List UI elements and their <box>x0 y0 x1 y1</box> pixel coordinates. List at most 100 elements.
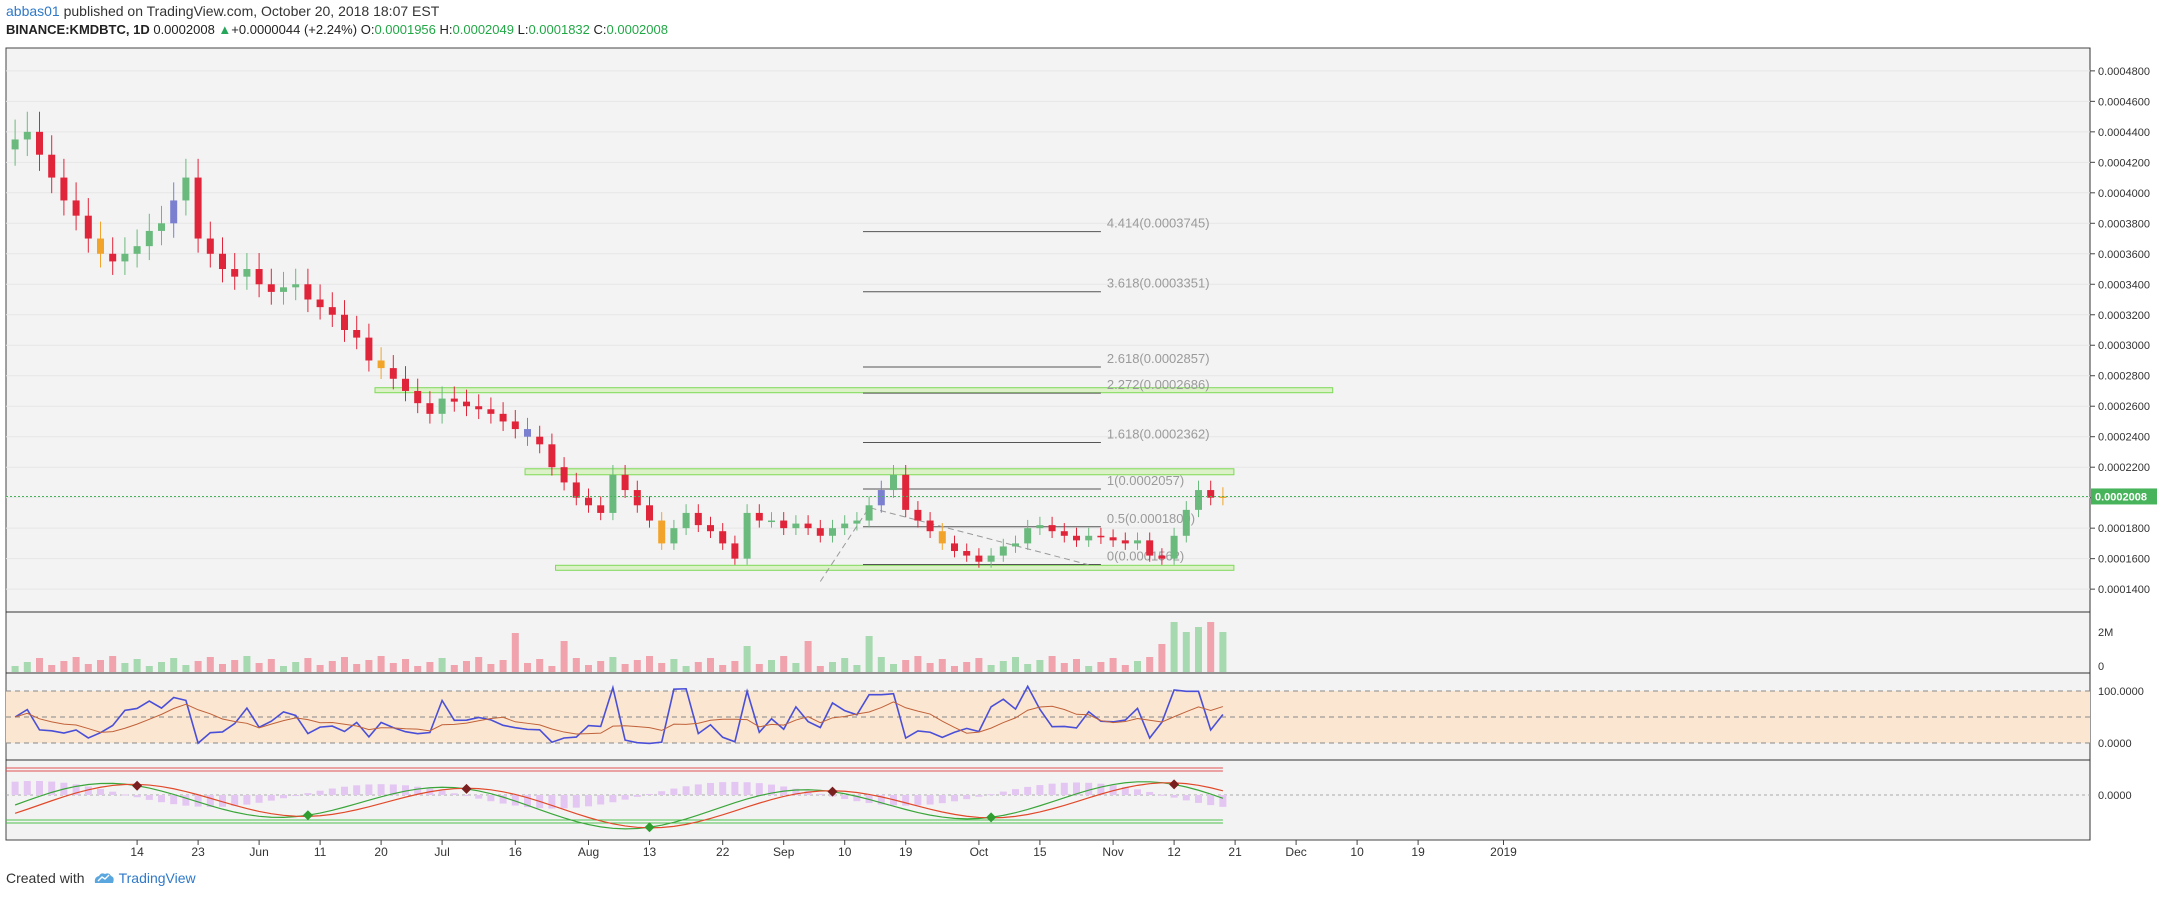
volume-bar <box>841 658 849 672</box>
macd-histogram-bar <box>1195 795 1202 803</box>
candle-body <box>353 330 361 338</box>
candle-body <box>316 299 324 308</box>
candle-body <box>999 546 1007 556</box>
author-link[interactable]: abbas01 <box>6 3 60 19</box>
y-tick-label: 0.0003600 <box>2098 249 2150 261</box>
macd-histogram-bar <box>597 795 605 805</box>
volume-bar <box>1146 657 1154 672</box>
candle-body <box>1121 540 1129 544</box>
support-resistance-zones <box>374 387 1334 571</box>
volume-bar <box>353 664 361 672</box>
volume-bar <box>1073 659 1080 672</box>
candle-body <box>560 467 568 483</box>
macd-histogram-bar <box>402 785 409 795</box>
volume-bar <box>524 663 531 672</box>
fib-level-label: 0(0.0001562) <box>1107 548 1184 563</box>
volume-bar <box>743 646 751 672</box>
candle-body <box>853 520 861 524</box>
macd-cross-marker <box>132 780 143 791</box>
macd-histogram-bar <box>255 795 263 803</box>
volume-bar <box>1097 662 1105 672</box>
macd-histogram-bar <box>877 795 885 805</box>
candle-body <box>1109 537 1117 541</box>
macd-histogram-bar <box>804 791 812 795</box>
candle-body <box>621 474 629 491</box>
volume-bar <box>548 666 556 672</box>
macd-histogram-bar <box>1012 789 1019 795</box>
macd-histogram-bar <box>11 781 19 795</box>
volume-bar <box>255 663 263 672</box>
volume-bar <box>646 656 653 672</box>
zone-rect <box>374 387 1334 394</box>
volume-bar <box>719 665 727 672</box>
candle-body <box>170 200 178 224</box>
macd-histogram-bar <box>84 786 92 795</box>
macd-histogram-bar <box>670 788 678 795</box>
candle-body <box>121 253 129 262</box>
volume-bar <box>816 666 824 672</box>
volume-bar <box>1024 664 1032 672</box>
time-axis[interactable]: 14 23 Jun 11 20 Jul 16 Aug 13 22 Sep 10 19 Oct 15 Nov 12… <box>130 840 1517 859</box>
candle-body <box>1097 535 1105 538</box>
up-arrow-icon: ▲ <box>218 22 232 37</box>
macd-histogram-bar <box>914 795 922 806</box>
volume-bar <box>304 658 312 672</box>
candle-body <box>658 520 666 544</box>
candle-body <box>877 490 885 506</box>
macd-histogram-bar <box>109 791 117 795</box>
macd-histogram-bar <box>926 795 934 805</box>
candle-body <box>938 531 946 544</box>
candle-body <box>389 368 397 379</box>
macd-histogram-bar <box>560 795 568 809</box>
y-tick-label: 0.0002400 <box>2098 432 2150 444</box>
macd-histogram-bar <box>36 781 43 795</box>
candle-body <box>11 139 19 150</box>
volume-bar <box>1219 632 1227 672</box>
volume-bar <box>1048 656 1056 672</box>
candle-body <box>633 490 641 506</box>
candle-body <box>450 398 458 402</box>
candle-body <box>231 269 239 277</box>
created-with-label: Created with <box>6 870 85 886</box>
y-tick-label: 0.0004200 <box>2098 157 2150 169</box>
candle-body <box>243 269 251 277</box>
candle-body <box>219 253 226 270</box>
volume-bar <box>999 661 1007 672</box>
tradingview-logo-icon <box>94 873 114 883</box>
fib-level-label: 1(0.0002057) <box>1107 473 1184 488</box>
volume-bar <box>682 666 690 672</box>
candle-body <box>755 512 763 521</box>
candle-body <box>987 555 995 562</box>
candle-body <box>36 131 43 155</box>
x-tick-label: 22 <box>716 845 730 859</box>
last-price-tag <box>2091 488 2157 505</box>
macd-histogram-bar <box>365 784 373 795</box>
fib-level-label: 4.414(0.0003745) <box>1107 216 1210 231</box>
candle-body <box>816 528 824 536</box>
macd-histogram-bar <box>206 795 214 807</box>
macd-histogram-bar <box>231 795 239 806</box>
y-tick-label: 0.0001400 <box>2098 584 2150 596</box>
x-tick-label: 23 <box>191 845 205 859</box>
macd-cross-marker <box>461 783 472 794</box>
macd-histogram-bar <box>121 794 129 796</box>
candle-body <box>670 528 678 544</box>
candle-body <box>646 505 653 521</box>
macd-histogram-bar <box>902 795 910 806</box>
candle-body <box>780 520 788 529</box>
signal-line <box>14 782 1224 829</box>
macd-histogram-bar <box>731 781 739 795</box>
volume-bar <box>780 656 788 672</box>
price-axis[interactable]: 0.0004800 0.0004600 0.0004400 0.0004200 0.00… <box>2090 66 2150 596</box>
candle-body <box>1195 490 1202 510</box>
x-tick-label: 16 <box>509 845 523 859</box>
macd-histogram-bar <box>1170 795 1178 798</box>
x-tick-label: 11 <box>314 845 327 859</box>
x-tick-label: 14 <box>130 845 144 859</box>
tradingview-brand[interactable]: TradingView <box>93 870 196 886</box>
candle-body <box>914 509 922 521</box>
candle-body <box>902 474 910 510</box>
volume-bar <box>1158 644 1166 672</box>
close-value: 0.0002008 <box>606 22 668 37</box>
